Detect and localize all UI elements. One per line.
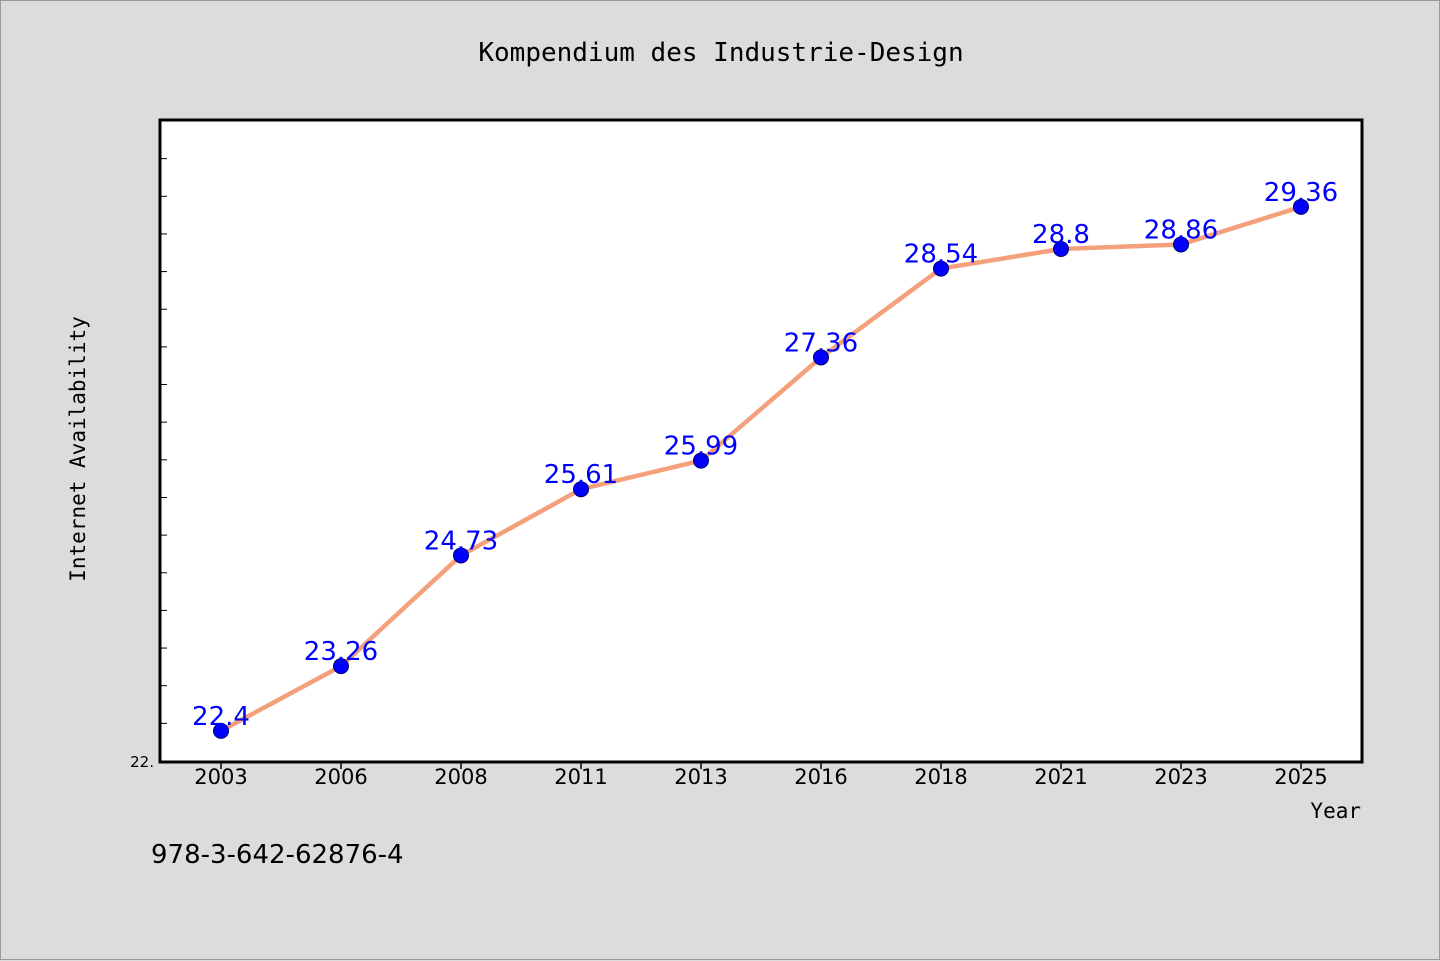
data-label: 27.36: [784, 328, 858, 358]
data-label: 29.36: [1264, 178, 1338, 208]
series-line: [218, 204, 1304, 734]
data-point: [573, 481, 589, 498]
y-tick-label: 22.: [130, 753, 154, 771]
data-point: [1293, 198, 1309, 215]
data-label: 22.4: [192, 702, 250, 732]
y-axis-ticks: [161, 158, 167, 724]
x-tick-label: 2018: [914, 765, 967, 789]
data-point: [933, 260, 949, 277]
data-labels-group: 22.4 23.26 24.73 25.61 25.99 27.36 28.54 28.8 28…: [192, 178, 1338, 732]
data-point: [213, 722, 229, 739]
series-line-group: [218, 204, 1304, 734]
x-tick-label: 2016: [794, 765, 847, 789]
x-tick-label: 2003: [194, 765, 247, 789]
x-tick-label: 2011: [554, 765, 607, 789]
data-label: 24.73: [424, 526, 498, 556]
x-tick-label: 2006: [314, 765, 367, 789]
data-label: 28.8: [1032, 220, 1090, 250]
chart-title: Kompendium des Industrie-Design: [478, 38, 963, 68]
x-tick-label: 2013: [674, 765, 727, 789]
isbn-text: 978-3-642-62876-4: [151, 840, 404, 870]
x-tick-label: 2021: [1034, 765, 1087, 789]
data-label: 25.61: [544, 460, 618, 490]
x-axis-tick-labels: 2003 2006 2008 2011 2013 2016 2018 2021 2023 2025: [194, 765, 1327, 789]
data-point: [1053, 241, 1069, 257]
data-point: [333, 658, 349, 675]
y-axis-label: Internet Availability: [66, 316, 90, 582]
x-tick-label: 2023: [1154, 765, 1207, 789]
data-label: 28.86: [1144, 215, 1218, 245]
data-point: [693, 452, 709, 469]
data-label: 25.99: [664, 432, 738, 462]
data-point: [453, 547, 469, 564]
x-tick-label: 2025: [1274, 765, 1327, 789]
series-points-group: [213, 198, 1309, 739]
x-axis-label: Year: [1310, 799, 1361, 823]
x-tick-label: 2008: [434, 765, 487, 789]
data-point: [813, 349, 829, 366]
plot-area: [158, 118, 1364, 764]
x-axis-ticks: [220, 761, 1302, 769]
data-label: 28.54: [904, 240, 978, 270]
data-point: [1173, 236, 1189, 253]
data-label: 23.26: [304, 637, 378, 667]
